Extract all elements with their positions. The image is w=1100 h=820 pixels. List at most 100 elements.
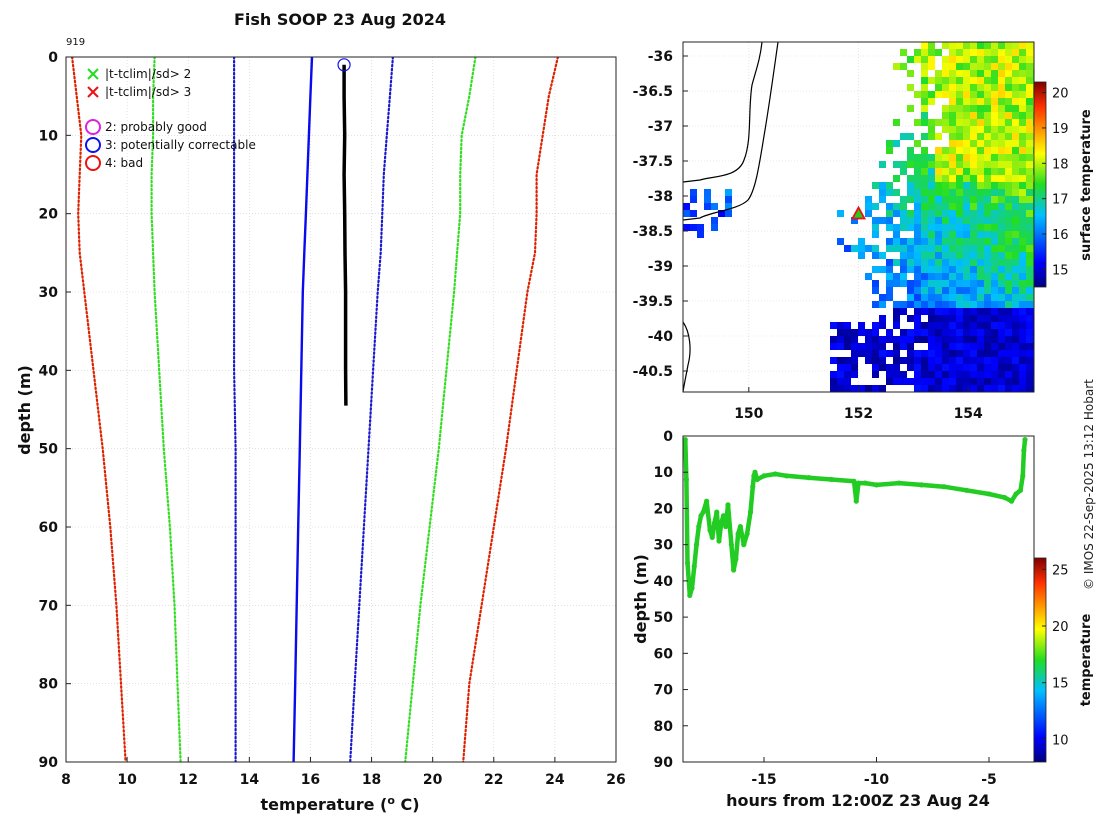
sst-cell	[970, 378, 977, 385]
sst-cell	[921, 77, 928, 84]
sst-cell	[949, 371, 956, 378]
track-tick-label-x: -10	[864, 772, 890, 788]
sst-cell	[949, 315, 956, 322]
track-point	[873, 482, 880, 488]
sst-cell	[977, 224, 984, 231]
tick-label-x: 24	[545, 772, 565, 788]
sst-cell	[977, 343, 984, 350]
sst-cell	[942, 63, 949, 70]
sst-cell	[914, 357, 921, 364]
sst-cell	[991, 350, 998, 357]
sst-cell	[921, 63, 928, 70]
track-point	[691, 563, 697, 570]
sst-cell	[1012, 266, 1019, 273]
sst-cell	[991, 371, 998, 378]
sst-cell	[942, 112, 949, 119]
sst-cell	[907, 161, 914, 168]
sst-cell	[970, 140, 977, 147]
sst-cell	[1012, 287, 1019, 294]
sst-cell	[977, 154, 984, 161]
series-clim_minus_2sd	[150, 57, 182, 762]
sst-cell	[1019, 42, 1026, 49]
sst-cell	[872, 343, 879, 350]
sst-cell	[970, 77, 977, 84]
sst-cell	[942, 168, 949, 175]
sst-cell	[1026, 336, 1033, 343]
profile-location-triangle	[850, 205, 867, 220]
sst-cell	[879, 322, 886, 329]
sst-cell	[1026, 42, 1033, 49]
sst-cell	[886, 238, 893, 245]
sst-cell	[1026, 189, 1033, 196]
sst-cell	[991, 315, 998, 322]
sst-cell	[1005, 343, 1012, 350]
sst-cell	[928, 203, 935, 210]
sst-cell	[970, 175, 977, 182]
sst-cell	[977, 378, 984, 385]
sst-cell	[1019, 126, 1026, 133]
sst-cell	[998, 329, 1005, 336]
sst-cell	[956, 364, 963, 371]
sst-cell	[697, 231, 704, 238]
sst-cell	[1005, 196, 1012, 203]
track-point	[941, 484, 947, 490]
sst-cell	[998, 273, 1005, 280]
sst-cell	[907, 189, 914, 196]
sst-cell	[928, 322, 935, 329]
sst-cell	[935, 252, 942, 259]
sst-cell	[984, 280, 991, 287]
sst-cell	[837, 343, 844, 350]
sst-cell	[1019, 301, 1026, 308]
track-ticks: -15 -10 -5 0 10 20 30 40 50 60 70 80 90	[654, 429, 997, 788]
sst-cell	[865, 196, 872, 203]
sst-cell	[970, 189, 977, 196]
sst-cell	[1019, 287, 1026, 294]
sst-cell	[998, 126, 1005, 133]
sst-cell	[949, 308, 956, 315]
sst-cell	[886, 210, 893, 217]
sst-cell	[872, 364, 879, 371]
legend-marker-x	[87, 86, 99, 98]
sst-cell	[1026, 203, 1033, 210]
sst-cell	[921, 119, 928, 126]
sst-cell	[893, 175, 900, 182]
sst-cell	[1012, 161, 1019, 168]
sst-cell	[998, 63, 1005, 70]
sst-cell	[1019, 231, 1026, 238]
sst-cell	[998, 91, 1005, 98]
sst-cell	[1005, 98, 1012, 105]
sst-cell	[921, 322, 928, 329]
sst-cell	[914, 91, 921, 98]
sst-cell	[991, 154, 998, 161]
sst-cell	[970, 280, 977, 287]
sst-cell	[991, 126, 998, 133]
sst-cell	[949, 189, 956, 196]
sst-cell	[977, 91, 984, 98]
sst-cell	[1005, 91, 1012, 98]
track-point	[707, 527, 713, 533]
sst-cell	[1012, 70, 1019, 77]
sst-cell	[844, 364, 851, 371]
track-tick-label-x: -5	[981, 772, 997, 788]
sst-cell	[970, 91, 977, 98]
sst-cell	[1019, 175, 1026, 182]
sst-cell	[1005, 217, 1012, 224]
sst-cell	[1005, 385, 1012, 392]
track-point	[684, 560, 691, 566]
sst-cell	[963, 126, 970, 133]
sst-cell	[1019, 378, 1026, 385]
sst-cell	[963, 259, 970, 266]
sst-cell	[991, 203, 998, 210]
sst-cell	[879, 182, 886, 189]
sst-cell	[949, 84, 956, 91]
temperature-colorbar-label: temperature	[1079, 614, 1094, 707]
sst-cell	[1012, 154, 1019, 161]
sst-cell	[963, 84, 970, 91]
sst-cell	[949, 210, 956, 217]
sst-cell	[977, 161, 984, 168]
sst-cell	[1026, 245, 1033, 252]
legend-marker-circle	[85, 119, 101, 135]
sst-cell	[942, 245, 949, 252]
sst-cell	[991, 245, 998, 252]
sst-cell	[1005, 112, 1012, 119]
